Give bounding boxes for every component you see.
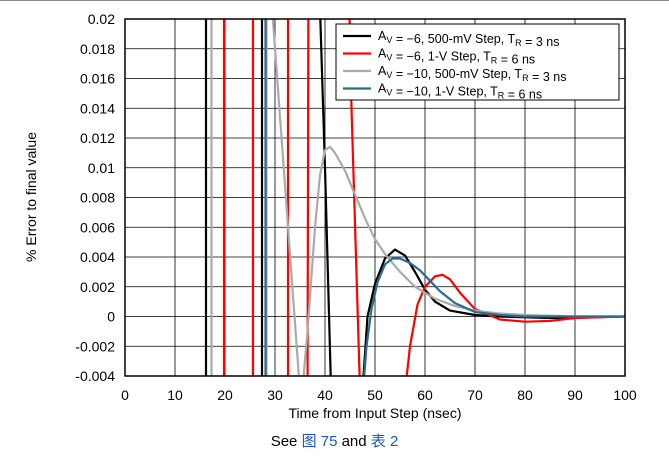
legend-label: AV = −10, 500-mV Step, TR = 3 ns [378,64,566,84]
y-tick-label: 0 [107,309,115,325]
series-line-2 [222,19,625,376]
y-tick-label: 0.018 [80,41,115,57]
y-tick-label: 0.002 [80,279,115,295]
x-tick-label: 50 [367,387,383,403]
y-tick-labels: 0.02 0.018 0.016 0.014 0.012 0.01 0.008 0.006 0.… [75,11,115,384]
x-tick-label: 10 [167,387,183,403]
legend-label: AV = −6, 1-V Step, TR = 6 ns [378,47,535,67]
legend-label: AV = −10, 1-V Step, TR = 6 ns [378,82,542,102]
x-tick-label: 20 [217,387,233,403]
y-tick-label: 0.016 [80,71,115,87]
y-tick-label: 0.01 [88,160,115,176]
caption-see: See [270,433,298,450]
series-line-1 [204,19,625,376]
series-group [204,19,625,376]
plot-frame [124,18,626,377]
x-axis-title: Time from Input Step (nsec) [289,405,462,421]
y-tick-label: 0.012 [80,130,115,146]
y-tick-label: -0.002 [75,338,115,354]
x-tick-label: 90 [567,387,583,403]
y-tick-label: 0.008 [80,190,115,206]
x-tick-label: 80 [517,387,533,403]
y-tick-label: 0.02 [88,11,115,27]
y-tick-label: -0.004 [75,368,115,384]
chart: 0 10 20 30 40 50 60 70 80 90 100 0.020.0180.0160.0… [0,0,669,421]
x-tick-label: 70 [467,387,483,403]
series-line-4 [264,19,625,376]
y-tick-label: 0.004 [80,249,115,265]
x-tick-labels: 0 10 20 30 40 50 60 70 80 90 100 [121,387,637,403]
x-tick-label: 0 [121,387,129,403]
x-tick-label: 40 [317,387,333,403]
figure-link[interactable]: 图 75 [301,433,338,450]
y-axis-title: % Error to final value [23,132,39,262]
x-tick-label: 100 [613,387,637,403]
x-tick-label: 60 [417,387,433,403]
y-tick-label: 0.006 [80,219,115,235]
caption: See 图 75 and 表 2 [0,430,669,451]
legend-box [335,23,620,101]
x-tick-label: 30 [267,387,283,403]
legend-label: AV = −6, 500-mV Step, TR = 3 ns [378,29,560,49]
y-tick-label: 0.014 [80,100,115,116]
table-link[interactable]: 表 2 [370,433,399,450]
caption-and: and [341,433,367,450]
